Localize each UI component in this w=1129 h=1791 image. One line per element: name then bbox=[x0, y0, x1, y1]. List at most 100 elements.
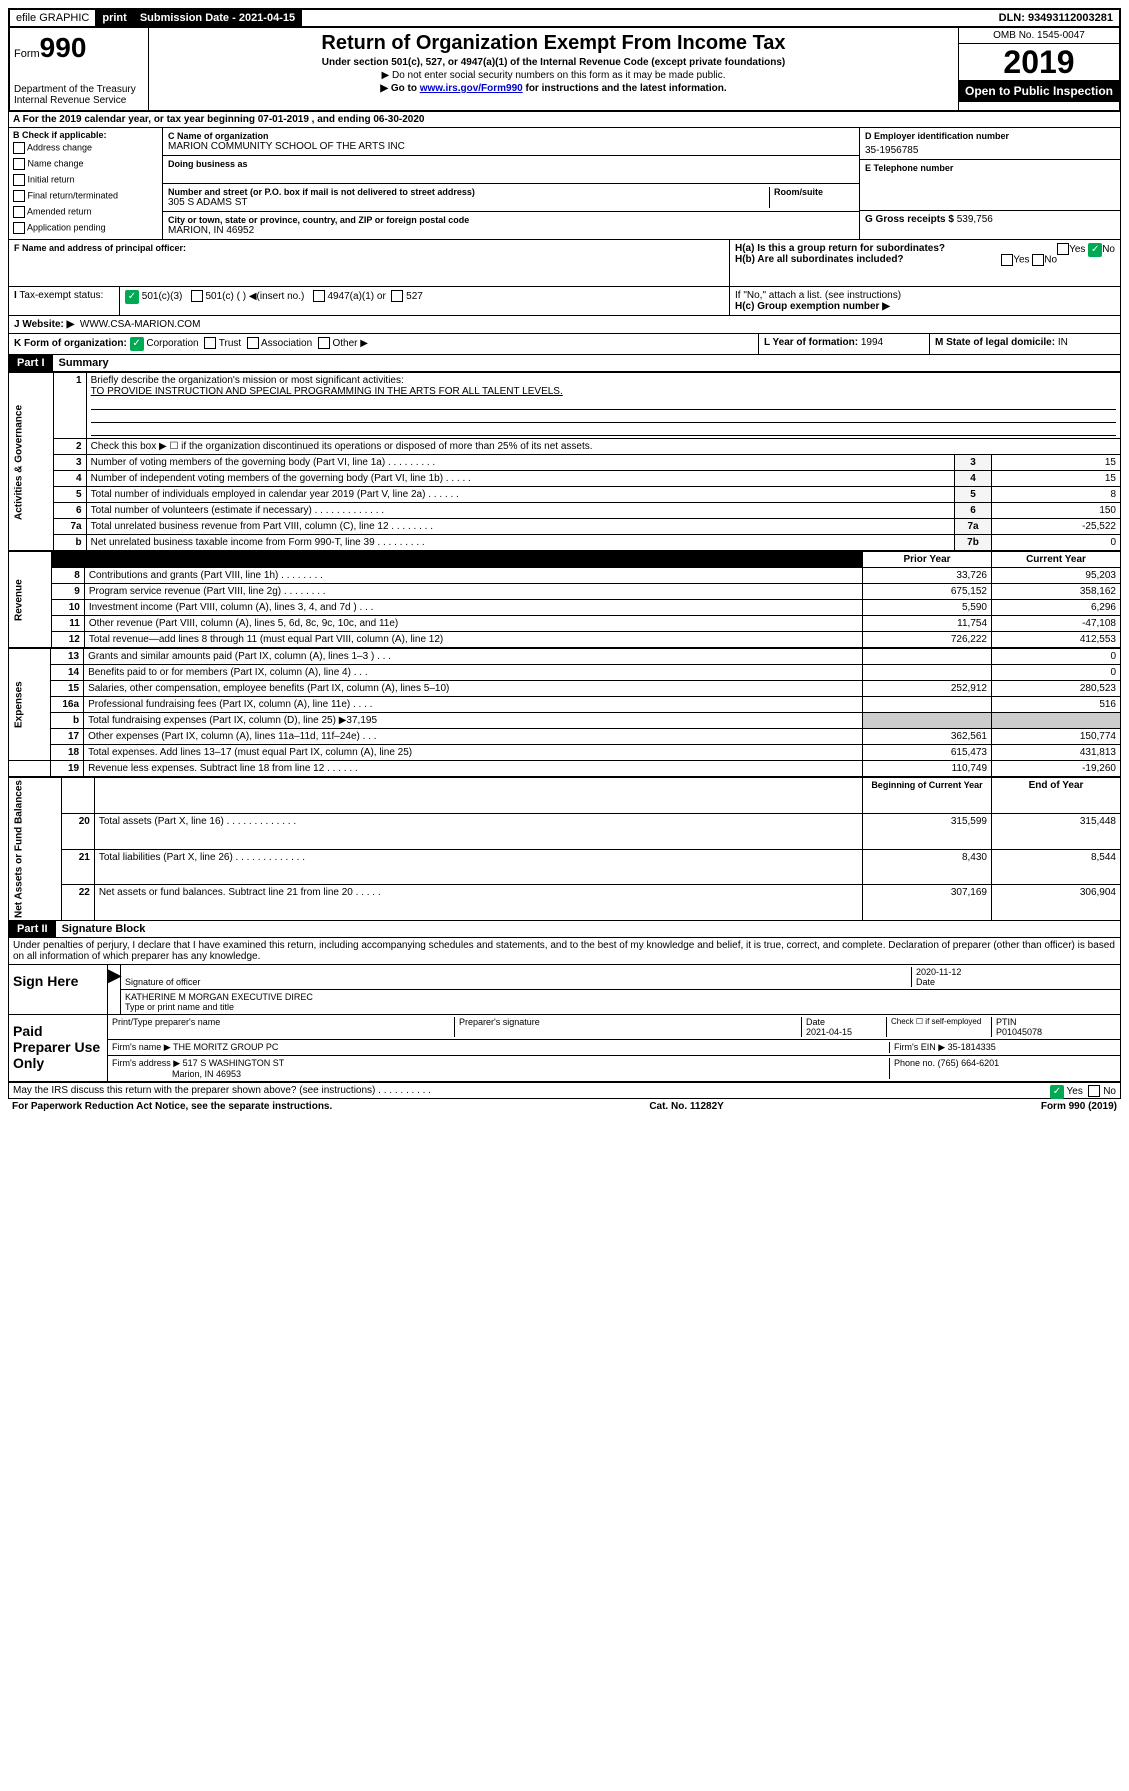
firm-addr1: 517 S WASHINGTON ST bbox=[183, 1058, 285, 1068]
self-employed-label: Check ☐ if self-employed bbox=[887, 1017, 992, 1037]
domicile-label: M State of legal domicile: bbox=[935, 337, 1055, 348]
vlabel-governance: Activities & Governance bbox=[9, 373, 54, 551]
firm-addr-label: Firm's address ▶ bbox=[112, 1058, 180, 1068]
city-label: City or town, state or province, country… bbox=[168, 215, 854, 225]
val-7b: 0 bbox=[992, 535, 1121, 551]
val-4: 15 bbox=[992, 471, 1121, 487]
box-de: D Employer identification number 35-1956… bbox=[860, 128, 1120, 239]
sig-officer-label: Signature of officer bbox=[125, 977, 200, 987]
h-b-note: If "No," attach a list. (see instruction… bbox=[735, 290, 1115, 301]
room-label: Room/suite bbox=[774, 187, 823, 197]
cb-amended[interactable]: Amended return bbox=[27, 206, 92, 216]
governance-table: Activities & Governance 1 Briefly descri… bbox=[8, 372, 1121, 551]
line-22: Net assets or fund balances. Subtract li… bbox=[94, 885, 862, 921]
corp-check: ✓ bbox=[130, 337, 144, 351]
prep-date: 2021-04-15 bbox=[806, 1027, 852, 1037]
line-5: Total number of individuals employed in … bbox=[86, 487, 954, 503]
line-21: Total liabilities (Part X, line 26) . . … bbox=[94, 849, 862, 885]
gross-receipts: 539,756 bbox=[957, 214, 993, 225]
firm-name: THE MORITZ GROUP PC bbox=[173, 1042, 278, 1052]
form-prefix: Form bbox=[14, 48, 40, 60]
line-3: Number of voting members of the governin… bbox=[86, 455, 954, 471]
row-i: I Tax-exempt status: ✓ 501(c)(3) 501(c) … bbox=[8, 287, 1121, 316]
form-footer: Form 990 (2019) bbox=[1041, 1101, 1117, 1112]
dln: DLN: 93493112003281 bbox=[993, 10, 1119, 26]
prior-year-header: Prior Year bbox=[863, 552, 992, 568]
val-5: 8 bbox=[992, 487, 1121, 503]
part2-badge: Part II bbox=[9, 921, 56, 937]
website-value: WWW.CSA-MARION.COM bbox=[80, 319, 201, 330]
vlabel-expenses: Expenses bbox=[9, 649, 51, 761]
firm-addr2: Marion, IN 46953 bbox=[172, 1069, 241, 1079]
instructions-link[interactable]: www.irs.gov/Form990 bbox=[420, 83, 523, 94]
line-4: Number of independent voting members of … bbox=[86, 471, 954, 487]
prep-date-label: Date bbox=[806, 1017, 825, 1027]
addr-label: Number and street (or P.O. box if mail i… bbox=[168, 187, 769, 197]
ptin-label: PTIN bbox=[996, 1017, 1017, 1027]
cb-name-change[interactable]: Name change bbox=[28, 158, 84, 168]
box-c: C Name of organization MARION COMMUNITY … bbox=[163, 128, 860, 239]
declaration: Under penalties of perjury, I declare th… bbox=[8, 938, 1121, 965]
firm-ein: 35-1814335 bbox=[948, 1042, 996, 1052]
year-formation-label: L Year of formation: bbox=[764, 337, 858, 348]
preparer-name-label: Print/Type preparer's name bbox=[112, 1017, 455, 1037]
discuss-yes-check: ✓ bbox=[1050, 1085, 1064, 1099]
cb-initial[interactable]: Initial return bbox=[28, 174, 75, 184]
phone-label: E Telephone number bbox=[865, 163, 953, 173]
form-org-label: K Form of organization: bbox=[14, 338, 127, 349]
val-6: 150 bbox=[992, 503, 1121, 519]
part2-title: Signature Block bbox=[56, 921, 152, 937]
dept-treasury: Department of the Treasury Internal Reve… bbox=[14, 84, 144, 106]
subtitle-3-pre: ▶ Go to bbox=[380, 83, 419, 94]
form-header: Form990 Department of the Treasury Inter… bbox=[8, 28, 1121, 112]
subtitle-2: ▶ Do not enter social security numbers o… bbox=[153, 70, 954, 81]
val-7a: -25,522 bbox=[992, 519, 1121, 535]
sig-date: 2020-11-12 bbox=[916, 967, 961, 977]
cb-address-change[interactable]: Address change bbox=[27, 142, 92, 152]
tax-year: 2019 bbox=[959, 44, 1119, 80]
org-name-label: C Name of organization bbox=[168, 131, 854, 141]
org-name: MARION COMMUNITY SCHOOL OF THE ARTS INC bbox=[168, 141, 854, 152]
begin-year-header: Beginning of Current Year bbox=[863, 778, 992, 814]
line-18: Total expenses. Add lines 13–17 (must eq… bbox=[84, 745, 863, 761]
h-a-no-check: ✓ bbox=[1088, 243, 1102, 257]
info-grid: B Check if applicable: Address change Na… bbox=[8, 128, 1121, 240]
line-8: Contributions and grants (Part VIII, lin… bbox=[84, 568, 862, 584]
line-12: Total revenue—add lines 8 through 11 (mu… bbox=[84, 632, 862, 648]
line-19: Revenue less expenses. Subtract line 18 … bbox=[84, 761, 863, 777]
line-16b: Total fundraising expenses (Part IX, col… bbox=[84, 713, 863, 729]
print-button[interactable]: print bbox=[96, 10, 133, 26]
cb-pending[interactable]: Application pending bbox=[27, 222, 106, 232]
gross-receipts-label: G Gross receipts $ bbox=[865, 214, 954, 225]
officer-name: KATHERINE M MORGAN EXECUTIVE DIREC bbox=[125, 992, 313, 1002]
h-b-label: H(b) Are all subordinates included? bbox=[735, 254, 904, 265]
part2-header-row: Part II Signature Block bbox=[8, 921, 1121, 938]
val-3: 15 bbox=[992, 455, 1121, 471]
mission-text: TO PROVIDE INSTRUCTION AND SPECIAL PROGR… bbox=[91, 386, 563, 397]
part1-title: Summary bbox=[53, 355, 115, 371]
part1-header-row: Part I Summary bbox=[8, 355, 1121, 372]
end-year-header: End of Year bbox=[992, 778, 1121, 814]
firm-phone-label: Phone no. bbox=[894, 1058, 935, 1068]
website-label: Website: ▶ bbox=[22, 319, 74, 330]
line-a: A For the 2019 calendar year, or tax yea… bbox=[8, 112, 1121, 128]
dba-label: Doing business as bbox=[168, 159, 854, 169]
line-10: Investment income (Part VIII, column (A)… bbox=[84, 600, 862, 616]
cat-no: Cat. No. 11282Y bbox=[649, 1101, 723, 1112]
ptin-value: P01045078 bbox=[996, 1027, 1042, 1037]
sign-here-label: Sign Here bbox=[9, 965, 108, 1014]
row-j: J Website: ▶ WWW.CSA-MARION.COM bbox=[8, 316, 1121, 334]
line-7b: Net unrelated business taxable income fr… bbox=[86, 535, 954, 551]
line-16a: Professional fundraising fees (Part IX, … bbox=[84, 697, 863, 713]
netassets-table: Net Assets or Fund Balances Beginning of… bbox=[8, 777, 1121, 921]
tax-status-label: Tax-exempt status: bbox=[19, 290, 103, 301]
discuss-question: May the IRS discuss this return with the… bbox=[13, 1085, 431, 1096]
revenue-table: Revenue Prior Year Current Year 8Contrib… bbox=[8, 551, 1121, 648]
firm-ein-label: Firm's EIN ▶ bbox=[894, 1042, 945, 1052]
cb-final[interactable]: Final return/terminated bbox=[28, 190, 119, 200]
h-a-label: H(a) Is this a group return for subordin… bbox=[735, 243, 945, 254]
row-klm: K Form of organization: ✓ Corporation Tr… bbox=[8, 334, 1121, 355]
expenses-table: Expenses 13Grants and similar amounts pa… bbox=[8, 648, 1121, 777]
line-15: Salaries, other compensation, employee b… bbox=[84, 681, 863, 697]
officer-name-label: Type or print name and title bbox=[125, 1002, 234, 1012]
